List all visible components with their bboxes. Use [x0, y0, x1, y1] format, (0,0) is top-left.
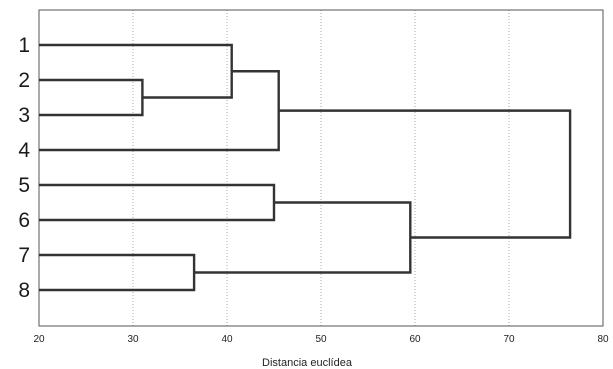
- x-axis-tick-labels: 20 30 40 50 60 70 80: [33, 334, 609, 345]
- x-tick-label: 20: [33, 334, 45, 345]
- dendrogram-link: [39, 183, 276, 222]
- x-tick-label: 40: [221, 334, 233, 345]
- x-tick-label: 50: [315, 334, 327, 345]
- leaf-label: 8: [18, 279, 30, 302]
- x-axis-title: Distancia euclídea: [262, 357, 353, 369]
- leaf-labels: 1 2 3 4 5 6 7 8: [18, 34, 30, 302]
- plot-frame: [38, 9, 604, 327]
- dendrogram-tree: [39, 43, 572, 292]
- dendrogram-link: [278, 109, 572, 239]
- grid-lines: [132, 10, 510, 326]
- dendrogram-link: [39, 253, 196, 292]
- leaf-label: 4: [18, 139, 30, 162]
- dendrogram-link: [39, 78, 144, 117]
- x-tick-label: 70: [503, 334, 515, 345]
- leaf-label: 6: [18, 209, 30, 232]
- x-tick-label: 80: [597, 334, 609, 345]
- dendrogram-link: [39, 43, 233, 99]
- x-tick-label: 60: [409, 334, 421, 345]
- dendrogram-link: [39, 70, 280, 152]
- x-tick-label: 30: [127, 334, 139, 345]
- leaf-label: 7: [18, 244, 30, 267]
- leaf-label: 3: [18, 104, 30, 127]
- leaf-label: 5: [18, 174, 30, 197]
- leaf-label: 2: [18, 69, 30, 92]
- leaf-label: 1: [18, 34, 30, 57]
